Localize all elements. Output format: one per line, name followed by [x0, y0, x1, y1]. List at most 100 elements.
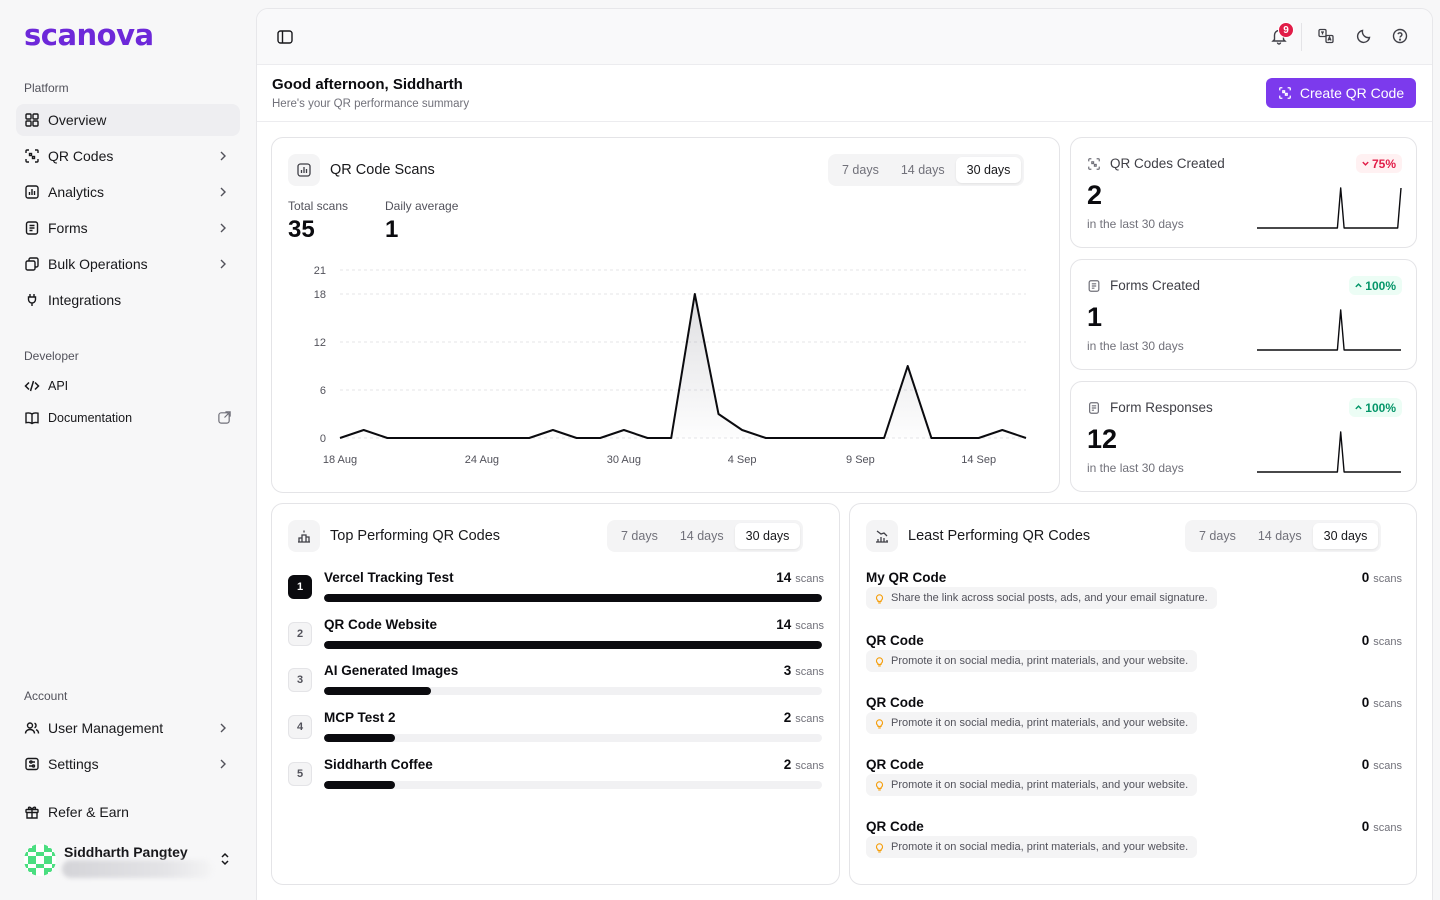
sidebar-item-label: API [48, 379, 69, 393]
translate-icon[interactable] [1317, 27, 1335, 45]
tip-badge: Promote it on social media, print materi… [866, 650, 1198, 672]
list-item[interactable]: QR Code 0 scans Promote it on social medi… [866, 633, 1402, 689]
list-item[interactable]: QR Code 0 scans Promote it on social medi… [866, 757, 1402, 813]
scan-unit: scans [1373, 760, 1402, 772]
sparkline [1257, 187, 1402, 229]
scan-unit: scans [795, 666, 824, 678]
user-name: Siddharth Pangtey [64, 844, 188, 860]
change-value: 100% [1365, 278, 1396, 293]
list-item[interactable]: 1 Vercel Tracking Test 14 scans [288, 570, 824, 614]
sidebar-item-qr-codes[interactable]: QR Codes [16, 140, 240, 172]
chevron-up-icon [1355, 405, 1363, 410]
sidebar-item-label: Settings [48, 756, 99, 772]
list-item[interactable]: 3 AI Generated Images 3 scans [288, 663, 824, 707]
tip-text: Share the link across social posts, ads,… [891, 592, 1208, 604]
help-icon[interactable] [1391, 27, 1409, 45]
sidebar-item-forms[interactable]: Forms [16, 212, 240, 244]
range-30-days[interactable]: 30 days [1312, 523, 1379, 549]
range-7-days[interactable]: 7 days [842, 163, 879, 177]
progress-track [324, 781, 822, 789]
sidebar-item-api[interactable]: API [16, 370, 240, 402]
sidebar: scanova Platform Overview QR Codes Analy… [0, 0, 256, 900]
chevron-right-icon [220, 187, 226, 197]
tip-badge: Promote it on social media, print materi… [866, 836, 1198, 858]
top-performing-card: Top Performing QR Codes 7 days 14 days 3… [271, 503, 840, 885]
scan-count: 14 scans [776, 570, 824, 585]
qr-name: MCP Test 2 [324, 710, 396, 725]
range-14-days[interactable]: 14 days [900, 163, 945, 177]
scan-unit: scans [1373, 822, 1402, 834]
range-selector: 7 days 14 days 30 days [1185, 520, 1382, 552]
scan-unit: scans [1373, 698, 1402, 710]
list-item[interactable]: QR Code 0 scans Promote it on social medi… [866, 819, 1402, 875]
lightbulb-icon [875, 593, 884, 603]
scan-unit: scans [795, 573, 824, 585]
metric-value: 12 [1087, 424, 1118, 454]
sidebar-item-overview[interactable]: Overview [16, 104, 240, 136]
range-7-days[interactable]: 7 days [1199, 529, 1236, 543]
y-tick-label: 12 [314, 337, 326, 349]
user-menu[interactable]: Siddharth Pangtey [24, 842, 240, 882]
x-tick-label: 4 Sep [728, 454, 757, 466]
brand-logo[interactable]: scanova [24, 18, 154, 52]
card-title: QR Code Scans [330, 162, 435, 178]
metric-card-form-responses: Form Responses 100% 12 in the last 30 da… [1070, 381, 1417, 492]
x-tick-label: 18 Aug [323, 454, 357, 466]
sidebar-item-analytics[interactable]: Analytics [16, 176, 240, 208]
sidebar-toggle-icon[interactable] [276, 28, 294, 46]
range-30-days[interactable]: 30 days [734, 523, 801, 549]
progress-fill [324, 641, 822, 649]
sidebar-item-label: Forms [48, 220, 88, 236]
range-14-days[interactable]: 14 days [679, 529, 724, 543]
y-tick-label: 21 [314, 265, 326, 277]
chevron-right-icon [220, 759, 226, 769]
list-item[interactable]: QR Code 0 scans Promote it on social medi… [866, 695, 1402, 751]
sidebar-item-user-management[interactable]: User Management [16, 712, 240, 744]
sidebar-item-integrations[interactable]: Integrations [16, 284, 240, 316]
progress-fill [324, 734, 396, 742]
scan-unit: scans [795, 760, 824, 772]
tip-text: Promote it on social media, print materi… [891, 717, 1189, 729]
sidebar-item-bulk-operations[interactable]: Bulk Operations [16, 248, 240, 280]
list-item[interactable]: 2 QR Code Website 14 scans [288, 617, 824, 661]
sidebar-item-refer-earn[interactable]: Refer & Earn [16, 796, 240, 828]
page-subtitle: Here's your QR performance summary [272, 98, 470, 110]
create-qr-code-button[interactable]: Create QR Code [1266, 78, 1416, 108]
boxes-icon [24, 256, 40, 272]
moon-icon[interactable] [1355, 27, 1373, 45]
list-item[interactable]: 5 Siddharth Coffee 2 scans [288, 757, 824, 801]
scan-value: 0 [1361, 570, 1370, 585]
change-badge: 100% [1349, 276, 1402, 295]
qr-scan-icon [24, 148, 40, 164]
sidebar-item-documentation[interactable]: Documentation [16, 402, 240, 434]
metric-title: Forms Created [1110, 278, 1201, 293]
range-selector: 7 days 14 days 30 days [828, 154, 1025, 186]
bar-chart-icon [288, 154, 320, 186]
sidebar-item-settings[interactable]: Settings [16, 748, 240, 780]
list-item[interactable]: My QR Code 0 scans Share the link across … [866, 570, 1402, 626]
sidebar-item-label: User Management [48, 720, 164, 736]
list-item[interactable]: 4 MCP Test 2 2 scans [288, 710, 824, 754]
chevrons-up-down-icon [221, 852, 229, 866]
tip-badge: Promote it on social media, print materi… [866, 712, 1198, 734]
sparkline-path [1257, 431, 1401, 473]
sidebar-item-label: QR Codes [48, 148, 114, 164]
metric-value: 1 [1087, 302, 1103, 332]
users-icon [24, 720, 40, 736]
range-7-days[interactable]: 7 days [621, 529, 658, 543]
change-badge: 100% [1349, 398, 1402, 417]
gift-icon [24, 804, 40, 820]
range-14-days[interactable]: 14 days [1257, 529, 1302, 543]
scan-count: 0 scans [1362, 570, 1402, 585]
qr-name: QR Code [866, 695, 924, 710]
progress-fill [324, 687, 431, 695]
card-title: Top Performing QR Codes [330, 528, 501, 544]
scan-count: 2 scans [784, 710, 824, 725]
progress-track [324, 641, 822, 649]
chevron-down-icon [1362, 161, 1369, 166]
range-30-days[interactable]: 30 days [955, 157, 1022, 183]
dashboard-icon [24, 112, 40, 128]
sparkline [1257, 431, 1401, 473]
form-icon [1088, 280, 1100, 292]
scan-count: 0 scans [1362, 757, 1402, 772]
